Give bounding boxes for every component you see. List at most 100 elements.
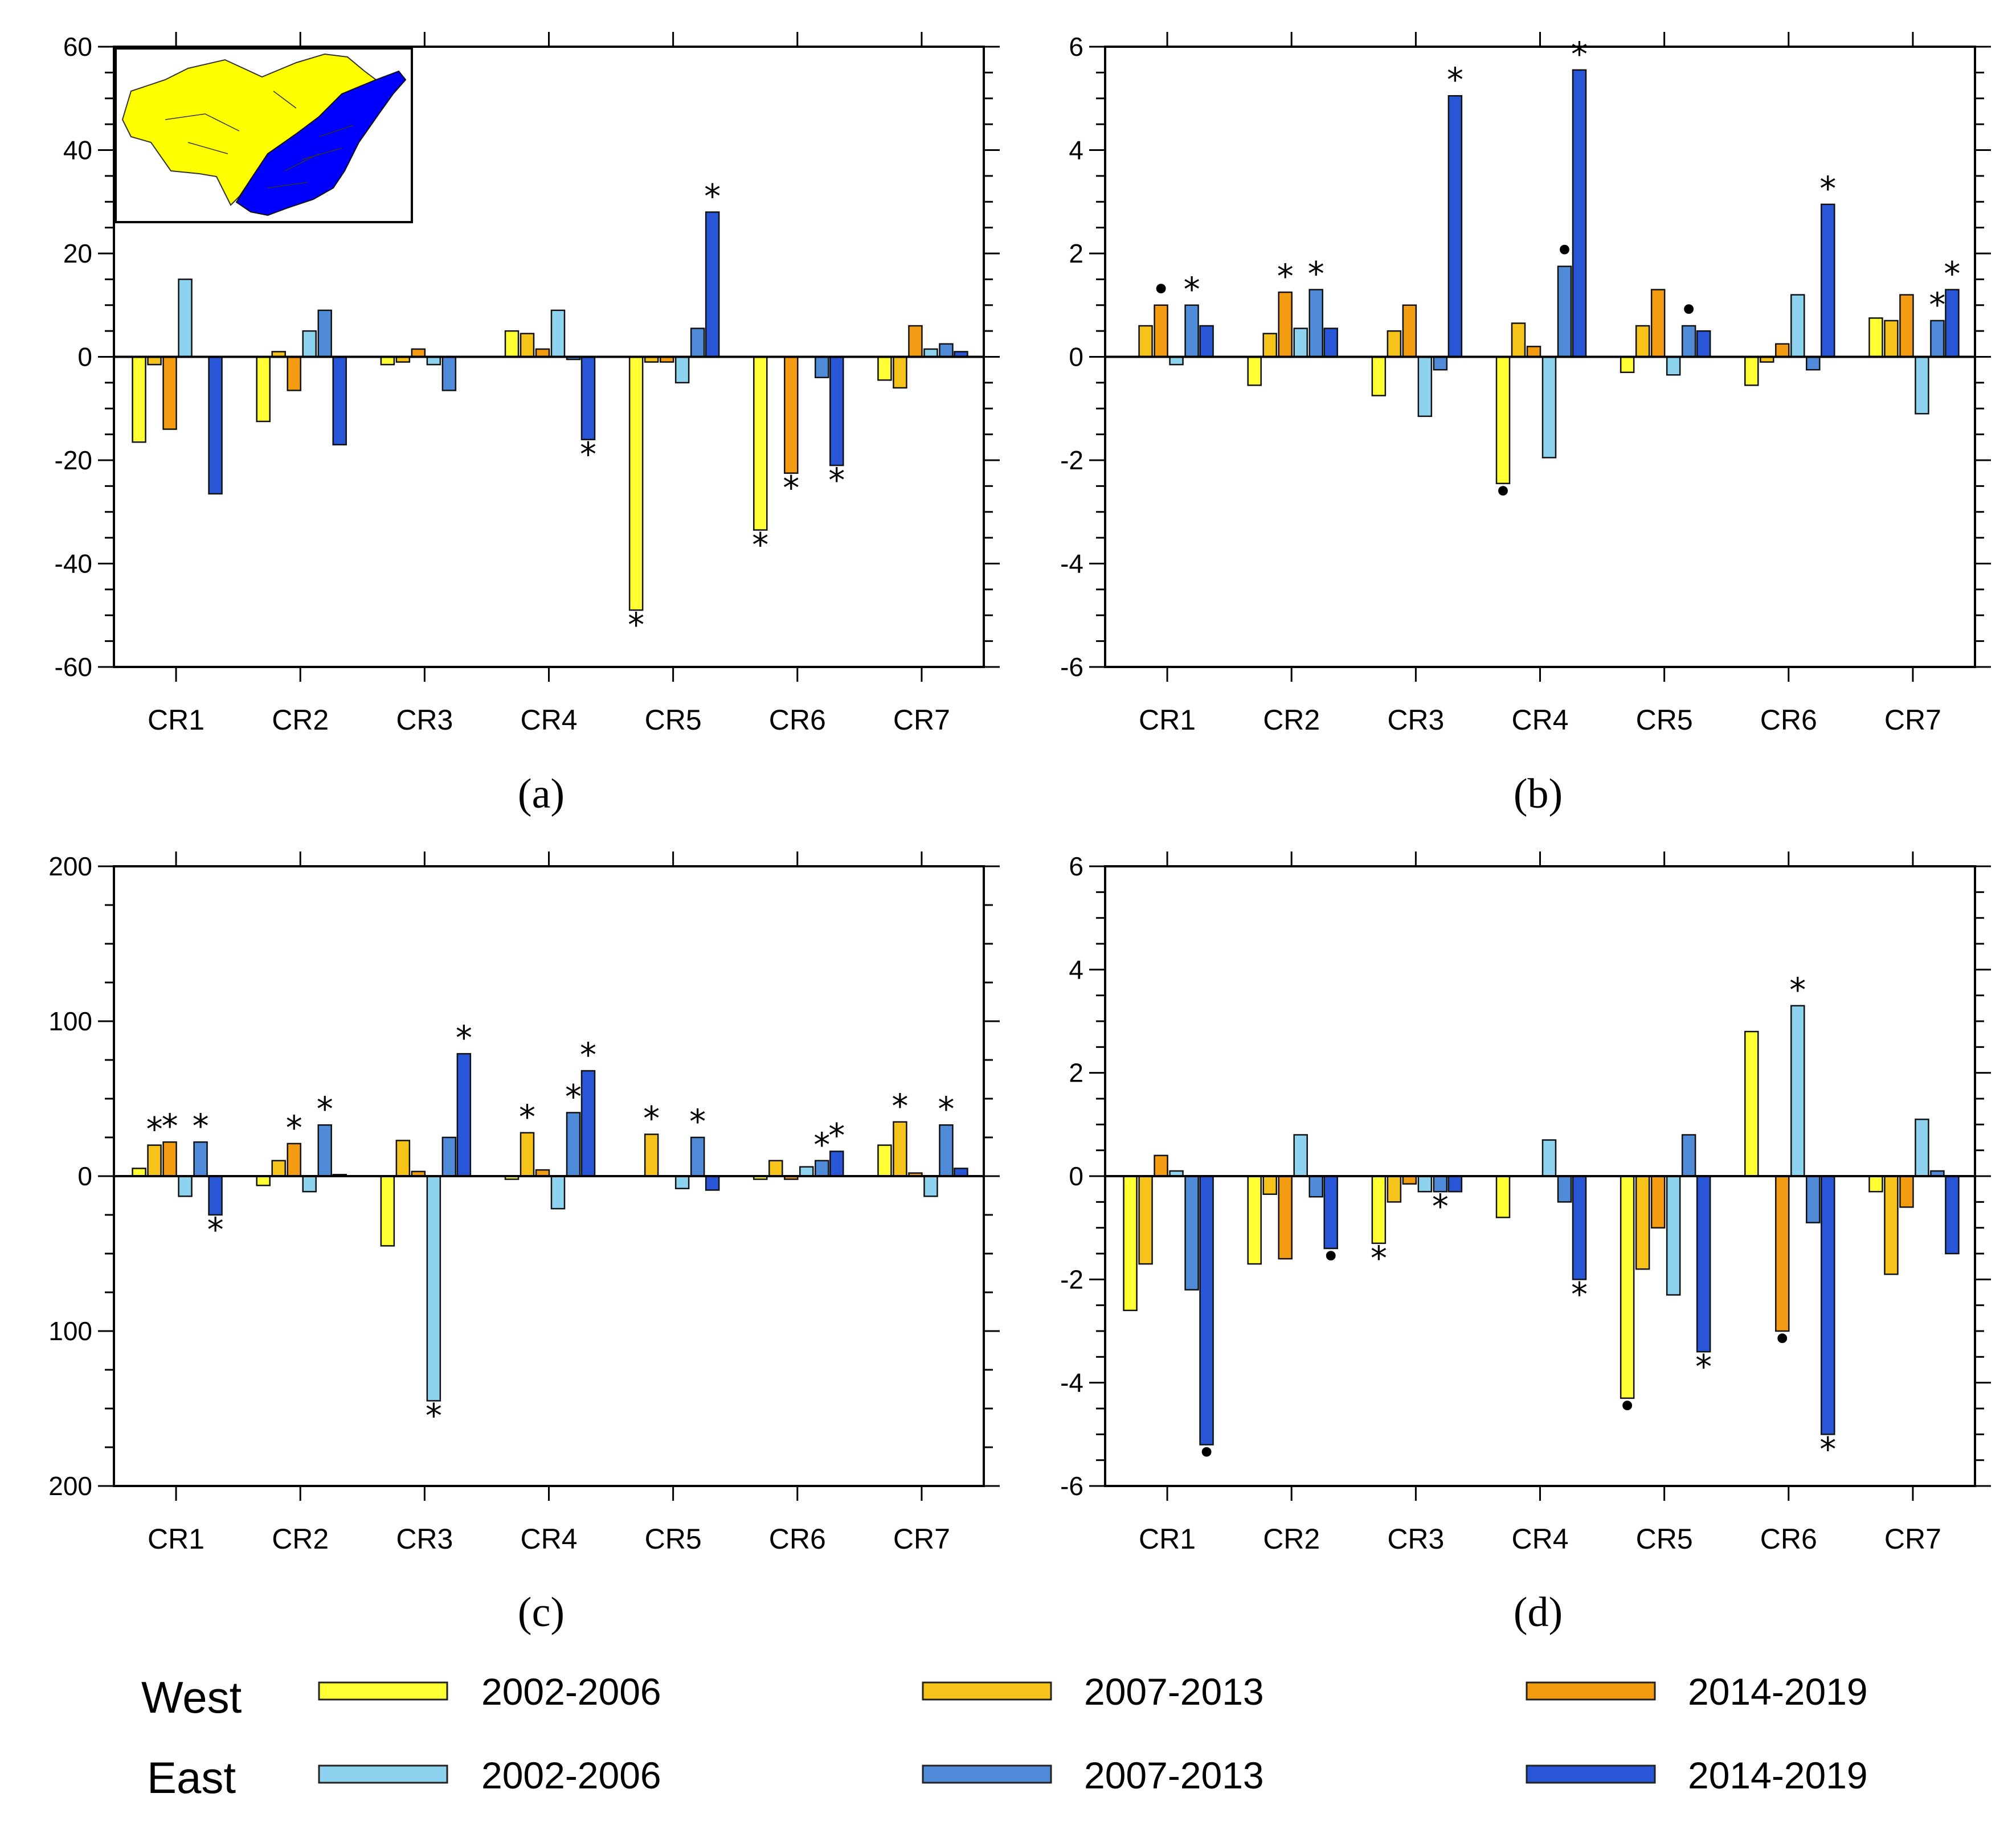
bar-east-2007-2013-cr2: [1308, 1175, 1323, 1198]
bar-east-2007-2013-cr1: [1184, 1175, 1199, 1291]
significance-star: *: [207, 1210, 224, 1249]
significance-star: *: [456, 1018, 472, 1057]
bar-west-2002-2006-cr3: [380, 356, 395, 366]
bar-east-2002-2006-cr3: [1417, 1175, 1433, 1193]
significance-star: *: [1184, 270, 1200, 309]
bar-west-2007-2013-cr1: [1138, 325, 1153, 358]
significance-star: *: [426, 1396, 442, 1435]
significance-star: *: [628, 605, 644, 644]
legend-label-west-2007-2013: 2007-2013: [1084, 1671, 1264, 1713]
significance-star: *: [643, 1099, 660, 1138]
x-category-label: CR3: [396, 704, 453, 736]
x-category-label: CR1: [148, 704, 205, 736]
bar-east-2014-2019-cr7: [1945, 289, 1960, 358]
bar-east-2002-2006-cr5: [674, 356, 690, 384]
x-category-label: CR1: [148, 1523, 205, 1555]
bar-west-2007-2013-cr6: [768, 1160, 783, 1177]
bar-east-2007-2013-cr7: [1930, 320, 1945, 358]
panel-label: (d): [1514, 1589, 1563, 1636]
y-tick-label: -40: [55, 549, 92, 579]
legend-swatch-east-2007-2013: [922, 1764, 1052, 1784]
bar-east-2002-2006-cr7: [1915, 356, 1929, 415]
significance-star: *: [286, 1108, 302, 1147]
bar-east-2007-2013-cr4: [1557, 265, 1572, 358]
bar-west-2014-2019-cr2: [287, 1143, 301, 1177]
bar-east-2002-2006-cr6: [799, 1166, 814, 1177]
legend-swatch-west-2007-2013: [922, 1681, 1052, 1701]
bar-east-2014-2019-cr4: [1572, 69, 1587, 358]
bar-east-2014-2019-cr4: [580, 356, 596, 440]
bar-west-2007-2013-cr4: [520, 1132, 535, 1177]
bar-west-2007-2013-cr1: [1138, 1175, 1153, 1265]
x-category-label: CR5: [1636, 1523, 1693, 1555]
bar-west-2007-2013-cr1: [147, 1144, 162, 1177]
x-category-label: CR4: [1511, 1523, 1568, 1555]
x-category-label: CR1: [1139, 704, 1196, 736]
y-tick-label: -6: [1060, 652, 1083, 682]
bar-east-2014-2019-cr7: [1945, 1175, 1960, 1255]
significance-star: *: [783, 469, 799, 507]
bar-east-2014-2019-cr1: [208, 356, 223, 495]
bar-east-2014-2019-cr1: [1199, 1175, 1214, 1446]
bar-east-2002-2006-cr6: [1790, 294, 1805, 358]
bar-east-2007-2013-cr6: [815, 356, 829, 379]
bar-east-2014-2019-cr6: [829, 1151, 844, 1177]
significance-dot: •: [1197, 1433, 1216, 1472]
significance-star: *: [938, 1090, 954, 1128]
chart-panel-4: 6 4 2 0 -2 -4 -6 CR1 CR2 CR3 CR4 CR5 CR6 CR7 • • * * * • * • *…: [1060, 851, 1991, 1636]
x-category-label: CR3: [396, 1523, 453, 1555]
y-tick-label: 6: [1069, 851, 1083, 881]
y-tick-label: -4: [1060, 1368, 1083, 1398]
x-category-label: CR2: [1263, 704, 1320, 736]
bar-west-2007-2013-cr4: [520, 333, 535, 358]
bar-west-2014-2019-cr5: [1650, 289, 1666, 358]
y-tick-label: 40: [63, 136, 92, 165]
legend-label-east-2014-2019: 2014-2019: [1688, 1754, 1868, 1796]
significance-star: *: [813, 1125, 830, 1164]
bar-east-2002-2006-cr2: [1293, 1134, 1308, 1177]
bar-east-2002-2006-cr2: [1293, 327, 1308, 358]
bar-west-2014-2019-cr1: [162, 1141, 177, 1177]
x-category-label: CR2: [1263, 1523, 1320, 1555]
bar-east-2014-2019-cr3: [1447, 95, 1463, 358]
significance-star: *: [1432, 1187, 1449, 1226]
bar-east-2002-2006-cr3: [1417, 356, 1433, 417]
bar-east-2007-2013-cr5: [1681, 325, 1696, 358]
bar-east-2007-2013-cr5: [1681, 1134, 1696, 1177]
bar-west-2007-2013-cr3: [1387, 330, 1402, 358]
significance-star: *: [565, 1077, 582, 1116]
x-category-label: CR6: [769, 704, 826, 736]
bar-west-2014-2019-cr2: [1278, 1175, 1293, 1260]
significance-star: *: [704, 177, 721, 215]
bar-west-2002-2006-cr3: [380, 1175, 395, 1247]
bar-east-2014-2019-cr6: [829, 356, 844, 466]
bar-east-2002-2006-cr1: [178, 1175, 193, 1197]
bar-east-2007-2013-cr5: [690, 327, 705, 358]
y-tick-label: 20: [63, 239, 92, 268]
x-category-label: CR5: [645, 1523, 702, 1555]
x-category-label: CR2: [272, 1523, 329, 1555]
bar-east-2007-2013-cr7: [939, 343, 954, 358]
bar-west-2007-2013-cr2: [271, 1160, 286, 1177]
bar-west-2014-2019-cr6: [1775, 343, 1790, 358]
bar-east-2002-2006-cr3: [426, 1175, 441, 1402]
x-category-label: CR1: [1139, 1523, 1196, 1555]
x-category-label: CR3: [1387, 704, 1444, 736]
bar-east-2007-2013-cr2: [317, 309, 332, 358]
legend-swatch-east-2014-2019: [1526, 1764, 1656, 1784]
significance-star: *: [1695, 1347, 1712, 1386]
x-category-label: CR6: [1760, 1523, 1817, 1555]
significance-star: *: [1371, 1239, 1387, 1278]
bar-east-2007-2013-cr3: [441, 356, 457, 391]
significance-star: *: [1571, 1275, 1588, 1313]
bar-east-2002-2006-cr7: [923, 348, 938, 358]
bar-east-2002-2006-cr5: [674, 1175, 690, 1190]
bar-west-2002-2006-cr5: [1620, 1175, 1635, 1399]
bar-east-2002-2006-cr4: [1541, 1139, 1557, 1177]
significance-star: *: [1277, 257, 1294, 296]
y-tick-label: -60: [55, 652, 92, 682]
significance-dot: •: [1618, 1387, 1637, 1426]
legend-swatch-west-2014-2019: [1526, 1681, 1656, 1701]
bar-west-2014-2019-cr2: [1278, 291, 1293, 358]
